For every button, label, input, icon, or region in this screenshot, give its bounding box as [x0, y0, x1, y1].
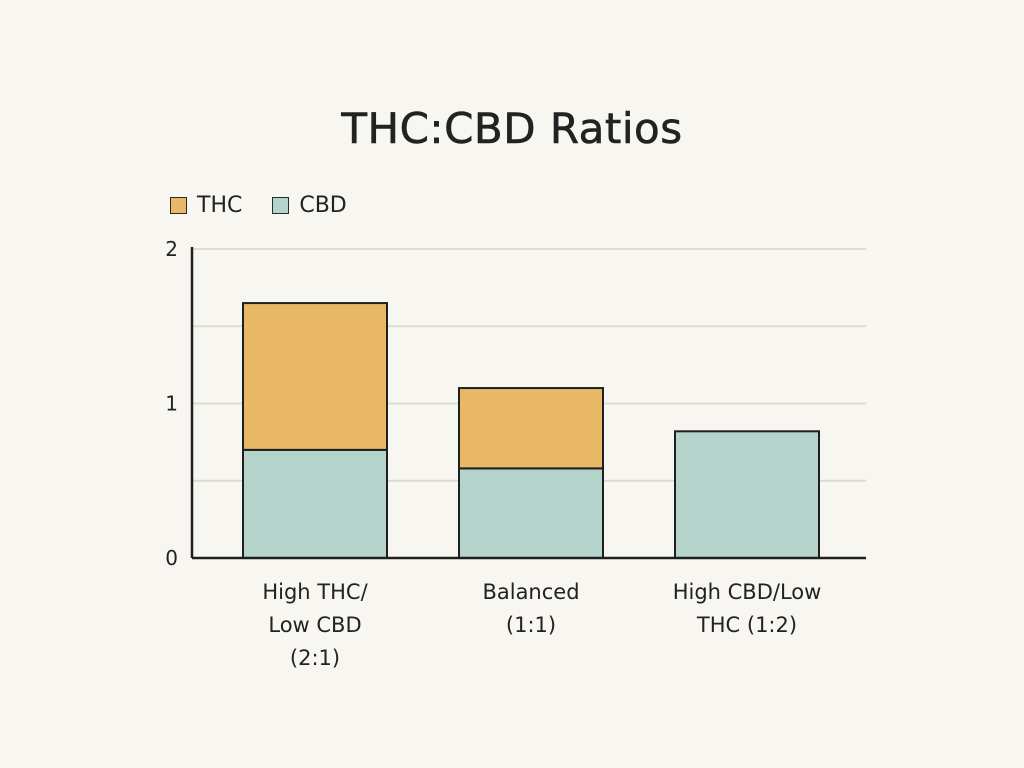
x-category-label: Low CBD [268, 613, 361, 637]
legend-swatch-cbd [272, 197, 290, 214]
bar-cbd-2 [674, 430, 820, 559]
bar-thc-0 [242, 302, 388, 451]
chart-title: THC:CBD Ratios [341, 104, 683, 154]
legend-item-thc: THC [170, 193, 242, 218]
legend-label-cbd: CBD [299, 193, 347, 218]
x-category-label: THC (1:2) [696, 613, 797, 637]
legend-swatch-thc [170, 197, 187, 214]
legend: THC CBD [170, 193, 377, 218]
legend-item-cbd: CBD [272, 193, 347, 218]
x-category-label: High CBD/Low [673, 580, 822, 604]
bar-thc-1 [458, 387, 604, 470]
x-category-label: High THC/ [262, 580, 368, 604]
x-category-label: (1:1) [506, 613, 556, 637]
y-tick-label: 1 [165, 392, 178, 416]
y-tick-label: 2 [165, 237, 178, 261]
bar-cbd-0 [242, 448, 388, 560]
legend-label-thc: THC [197, 193, 243, 218]
x-category-label: (2:1) [290, 646, 340, 670]
x-category-label: Balanced [482, 580, 579, 604]
y-tick-label: 0 [165, 546, 178, 570]
bar-cbd-1 [458, 467, 604, 560]
